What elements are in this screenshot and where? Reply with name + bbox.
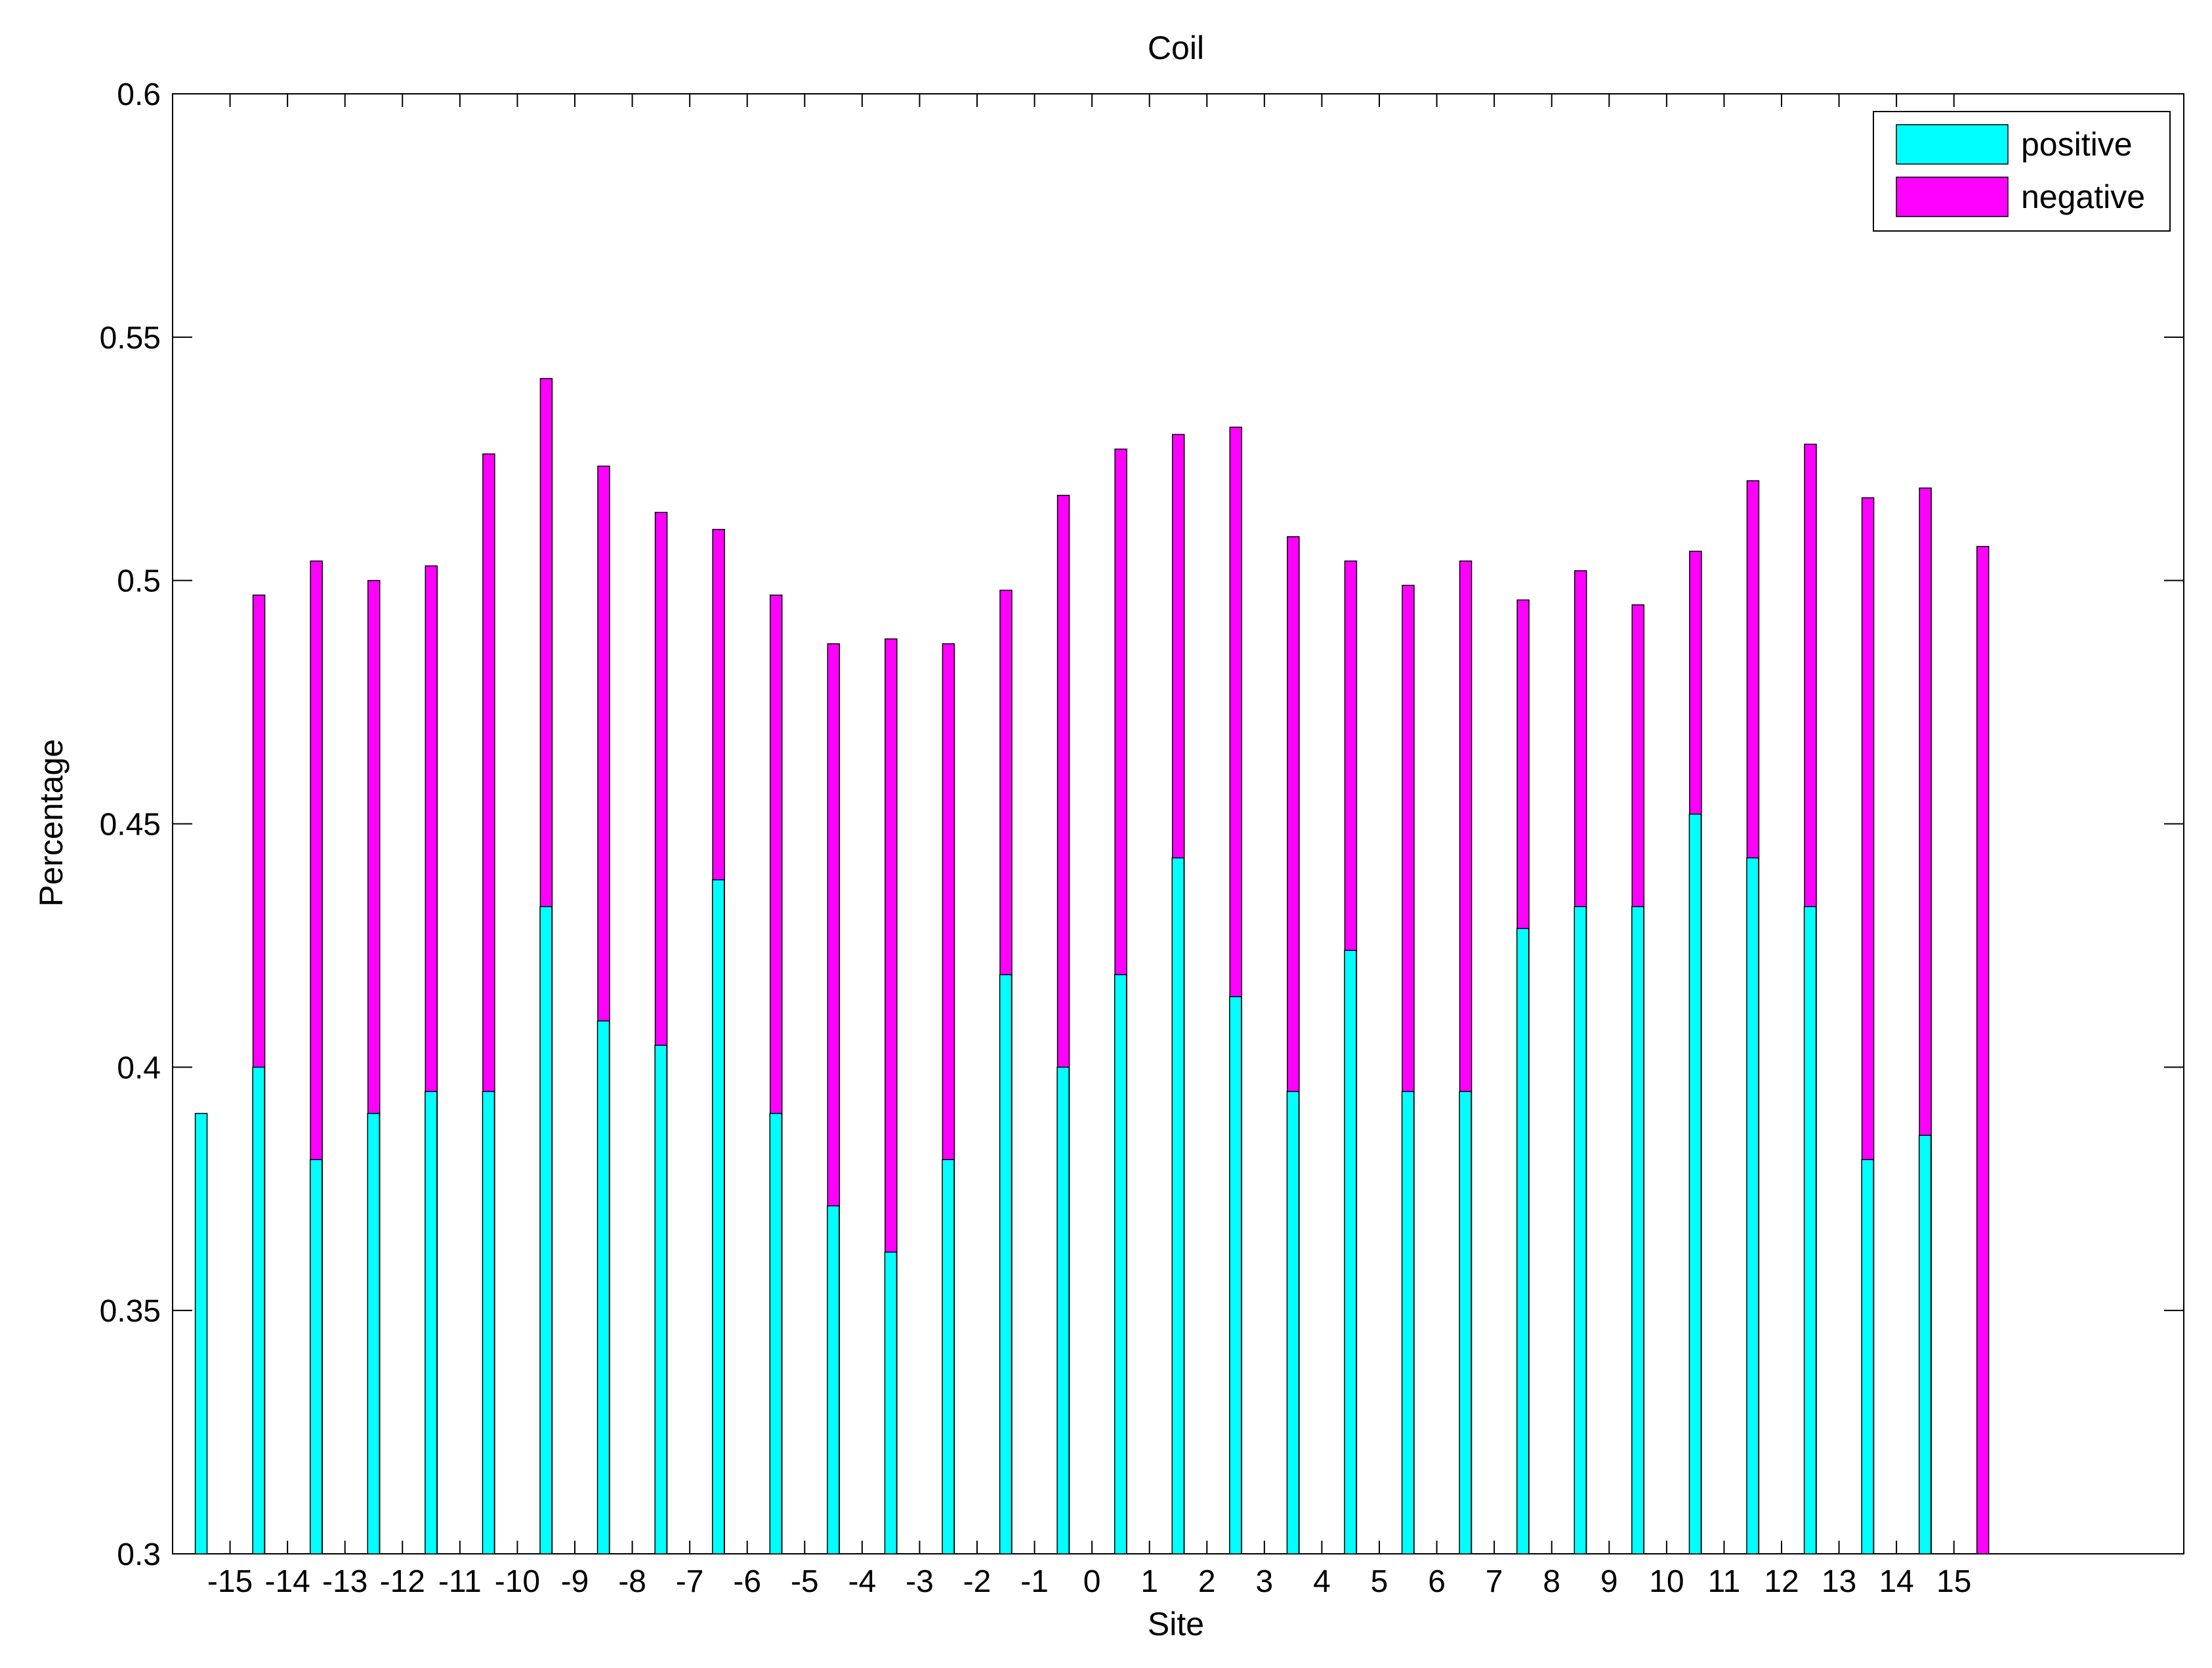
legend-label-positive: positive	[2021, 126, 2133, 163]
x-tick-label: 12	[1764, 1564, 1799, 1599]
bar-positive-3	[1229, 996, 1242, 1554]
bar-positive-0	[1056, 1066, 1070, 1554]
bar-positive--1	[999, 974, 1012, 1554]
y-tick-label: 0.6	[117, 77, 161, 112]
x-tick-label: 2	[1198, 1564, 1216, 1599]
bar-positive-6	[1401, 1091, 1415, 1554]
y-tick-label: 0.4	[117, 1051, 161, 1085]
x-tick-label: 8	[1543, 1564, 1560, 1599]
bar-positive-14	[1861, 1159, 1874, 1554]
bar-positive--15	[194, 1113, 208, 1554]
bar-positive-4	[1286, 1091, 1300, 1554]
x-tick-label: -6	[733, 1564, 761, 1599]
bar-positive--3	[884, 1251, 898, 1554]
legend: positive negative	[1873, 111, 2171, 232]
x-tick-label: 14	[1879, 1564, 1913, 1599]
x-axis-label: Site	[1148, 1606, 1204, 1642]
x-tick-label: -7	[676, 1564, 704, 1599]
x-tick-label: 4	[1313, 1564, 1331, 1599]
x-tick-label: -1	[1020, 1564, 1049, 1599]
y-tick-label: 0.45	[100, 808, 161, 843]
x-tick-label: 3	[1256, 1564, 1274, 1599]
bar-positive-2	[1171, 857, 1185, 1554]
bar-positive-8	[1516, 928, 1530, 1554]
legend-label-negative: negative	[2021, 178, 2145, 215]
bar-positive-13	[1803, 906, 1817, 1554]
bar-positive--10	[482, 1091, 495, 1554]
bar-positive-7	[1459, 1091, 1472, 1554]
bar-positive-1	[1114, 974, 1127, 1554]
x-tick-label: -9	[561, 1564, 589, 1599]
y-tick-label: 0.55	[100, 321, 161, 356]
bar-positive--14	[252, 1066, 265, 1554]
bar-positive--2	[942, 1159, 955, 1554]
bar-positive-15	[1918, 1135, 1932, 1554]
y-tick-label: 0.5	[117, 564, 161, 599]
x-tick-label: 5	[1371, 1564, 1388, 1599]
x-tick-label: -2	[963, 1564, 991, 1599]
x-tick-label: -11	[438, 1564, 482, 1599]
x-tick-label: -12	[380, 1564, 425, 1599]
bar-negative-15	[1976, 546, 1990, 1554]
chart-title: Coil	[1148, 30, 1204, 66]
x-tick-label: 11	[1708, 1564, 1741, 1599]
x-tick-label: -14	[264, 1564, 310, 1599]
bar-positive--5	[769, 1113, 783, 1554]
bar-positive-11	[1688, 813, 1702, 1554]
x-tick-label: -3	[906, 1564, 934, 1599]
bar-positive--9	[539, 906, 553, 1554]
y-tick-label: 0.35	[100, 1294, 161, 1329]
legend-swatch-negative	[1896, 177, 2009, 217]
x-tick-label: 13	[1822, 1564, 1856, 1599]
bar-positive--6	[711, 879, 725, 1554]
bar-positive--8	[596, 1020, 610, 1554]
x-tick-label: -13	[322, 1564, 367, 1599]
x-tick-label: 0	[1083, 1564, 1101, 1599]
x-tick-label: -5	[791, 1564, 819, 1599]
bar-positive-12	[1746, 857, 1759, 1554]
legend-swatch-positive	[1896, 124, 2009, 165]
bar-positive-10	[1631, 906, 1644, 1554]
x-tick-label: -8	[618, 1564, 646, 1599]
x-tick-label: 7	[1486, 1564, 1503, 1599]
x-tick-label: 1	[1140, 1564, 1158, 1599]
plot-area: -15 -14 -13 -12 -11 -10 -9 -8 -7 -6 -5 -4 -3 -2 -1 0 1 2 3…	[100, 77, 2184, 1599]
x-tick-label: -4	[848, 1564, 877, 1599]
x-tick-label: -15	[207, 1564, 253, 1599]
bar-positive--13	[309, 1159, 323, 1554]
bar-positive-5	[1344, 949, 1357, 1554]
y-tick-label: 0.3	[117, 1537, 161, 1572]
x-tick-label: 6	[1428, 1564, 1446, 1599]
bar-positive--12	[367, 1113, 381, 1554]
x-tick-label: 9	[1600, 1564, 1618, 1599]
x-tick-label: 10	[1649, 1564, 1684, 1599]
bar-positive--7	[654, 1045, 667, 1554]
y-axis-label: Percentage	[33, 739, 70, 907]
bar-positive--11	[425, 1091, 438, 1554]
bar-positive-9	[1574, 906, 1587, 1554]
x-tick-label: 15	[1936, 1564, 1971, 1599]
bar-positive--4	[827, 1205, 840, 1554]
x-tick-label: -10	[495, 1564, 540, 1599]
